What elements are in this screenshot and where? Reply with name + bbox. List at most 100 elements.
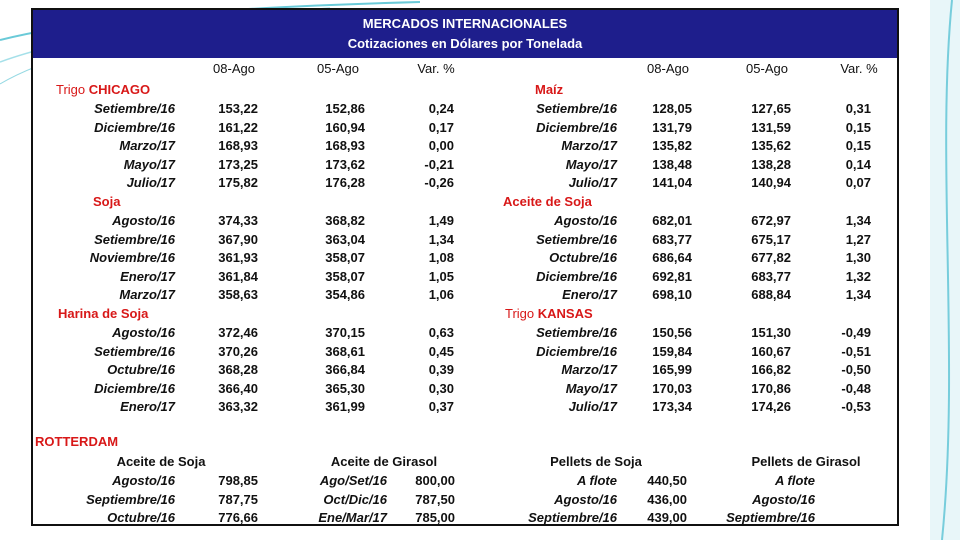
rotterdam-group-title: Pellets de Girasol [751, 454, 861, 469]
row-label: Octubre/16 [549, 250, 617, 266]
rotterdam-row-label: Ago/Set/16 [319, 473, 387, 488]
column-header: Var. % [417, 61, 455, 76]
rotterdam-row-value: 440,50 [647, 473, 687, 488]
section-title-name: Soja [93, 194, 121, 209]
row-label: Setiembre/16 [536, 325, 617, 340]
value-08-ago: 131,79 [652, 119, 692, 135]
value-08-ago: 692,81 [652, 268, 692, 284]
row-label: Setiembre/16 [536, 101, 617, 116]
value-var-pct: 0,63 [428, 325, 454, 340]
value-08-ago: 682,01 [652, 213, 692, 228]
value-08-ago: 372,46 [218, 325, 258, 340]
row-label: Enero/17 [120, 268, 175, 284]
value-08-ago: 173,34 [652, 399, 692, 415]
rotterdam-row-label: A flote [775, 473, 815, 488]
value-var-pct: 0,14 [845, 156, 871, 172]
value-08-ago: 141,04 [652, 175, 692, 191]
row-label: Marzo/17 [119, 287, 175, 303]
value-05-ago: 363,04 [325, 231, 365, 247]
value-var-pct: -0,49 [841, 325, 871, 340]
value-var-pct: -0,21 [424, 156, 454, 172]
row-label: Diciembre/16 [536, 343, 617, 359]
value-var-pct: -0,48 [841, 380, 871, 396]
value-05-ago: 358,07 [325, 250, 365, 266]
column-header: 08-Ago [647, 61, 689, 76]
value-05-ago: 358,07 [325, 268, 365, 284]
value-05-ago: 688,84 [751, 287, 791, 303]
section-title: Trigo CHICAGO [56, 82, 150, 97]
section-title-prefix: Trigo [56, 82, 89, 97]
value-05-ago: 140,94 [751, 175, 791, 191]
value-var-pct: 0,15 [845, 138, 871, 154]
row-label: Diciembre/16 [94, 380, 175, 396]
header-title: MERCADOS INTERNACIONALES [362, 16, 568, 31]
row-label: Diciembre/16 [536, 268, 617, 284]
value-var-pct: -0,26 [424, 175, 454, 191]
value-05-ago: 173,62 [325, 156, 365, 172]
rotterdam-row-value: 776,66 [218, 510, 258, 526]
rotterdam-title: ROTTERDAM [35, 434, 119, 449]
row-label: Mayo/17 [123, 156, 175, 172]
rotterdam-row-value: 785,00 [415, 510, 455, 526]
value-var-pct: 1,30 [845, 250, 871, 266]
value-var-pct: 1,27 [845, 231, 871, 247]
value-05-ago: 672,97 [751, 213, 791, 228]
row-label: Octubre/16 [107, 362, 175, 378]
value-var-pct: -0,51 [841, 343, 871, 359]
rotterdam-row-label: Agosto/16 [112, 473, 175, 488]
column-header: 05-Ago [746, 61, 788, 76]
rotterdam-row-label: Octubre/16 [107, 510, 175, 526]
row-label: Julio/17 [568, 399, 617, 415]
section-title-name: CHICAGO [88, 82, 151, 97]
row-label: Marzo/17 [119, 138, 175, 154]
row-label: Setiembre/16 [94, 231, 175, 247]
value-08-ago: 153,22 [218, 101, 258, 116]
value-08-ago: 367,90 [218, 231, 258, 247]
value-05-ago: 127,65 [751, 101, 791, 116]
column-header: Var. % [840, 61, 878, 76]
value-var-pct: 0,37 [428, 399, 454, 415]
section-title-name: Maíz [535, 82, 564, 97]
rotterdam-row-label: Agosto/16 [554, 491, 617, 507]
column-header: 08-Ago [213, 61, 255, 76]
value-05-ago: 166,82 [751, 362, 791, 378]
row-label: Marzo/17 [561, 362, 617, 378]
value-08-ago: 368,28 [218, 362, 258, 378]
value-var-pct: 1,34 [845, 287, 871, 303]
value-08-ago: 138,48 [652, 156, 692, 172]
value-08-ago: 161,22 [218, 119, 258, 135]
value-08-ago: 165,99 [652, 362, 692, 378]
value-08-ago: 358,63 [218, 287, 258, 303]
row-label: Marzo/17 [561, 138, 617, 154]
row-label: Julio/17 [568, 175, 617, 191]
value-08-ago: 361,84 [218, 268, 258, 284]
value-var-pct: 1,34 [845, 213, 871, 228]
value-05-ago: 683,77 [751, 268, 791, 284]
row-label: Julio/17 [126, 175, 175, 191]
value-05-ago: 361,99 [325, 399, 365, 415]
value-08-ago: 686,64 [652, 250, 692, 266]
value-08-ago: 175,82 [218, 175, 258, 191]
value-var-pct: 0,39 [428, 362, 454, 378]
value-05-ago: 176,28 [325, 175, 365, 191]
value-08-ago: 363,32 [218, 399, 258, 415]
value-08-ago: 170,03 [652, 380, 692, 396]
row-label: Diciembre/16 [536, 119, 617, 135]
value-08-ago: 370,26 [218, 343, 258, 359]
section-title: Maíz [535, 82, 563, 97]
value-05-ago: 131,59 [751, 119, 791, 135]
row-label: Enero/17 [120, 399, 175, 415]
value-08-ago: 135,82 [652, 138, 692, 154]
row-label: Agosto/16 [554, 213, 617, 228]
value-var-pct: 0,24 [428, 101, 454, 116]
row-label: Setiembre/16 [94, 101, 175, 116]
value-var-pct: 0,07 [845, 175, 871, 191]
row-label: Mayo/17 [565, 380, 617, 396]
rotterdam-row-label: Ene/Mar/17 [318, 510, 387, 526]
rotterdam-row-label: Agosto/16 [752, 491, 815, 507]
value-var-pct: 1,49 [428, 213, 454, 228]
row-label: Setiembre/16 [536, 231, 617, 247]
value-var-pct: 1,08 [428, 250, 454, 266]
value-08-ago: 173,25 [218, 156, 258, 172]
value-05-ago: 152,86 [325, 101, 365, 116]
